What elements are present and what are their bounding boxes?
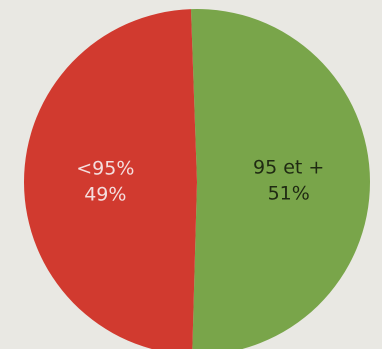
- pie-slice-label-0: 95 et +: [253, 157, 324, 179]
- pie-slices: [24, 9, 370, 349]
- pie-slice-value-label-0: 51%: [268, 183, 310, 205]
- pie-slice-label-1: <95%: [76, 157, 134, 179]
- pie-slice-value-label-1: 49%: [84, 183, 126, 205]
- pie-slice-1: [24, 9, 197, 349]
- pie-labels: 95 et + 51% <95% 49%: [76, 157, 324, 206]
- pie-slice-0: [190, 9, 370, 349]
